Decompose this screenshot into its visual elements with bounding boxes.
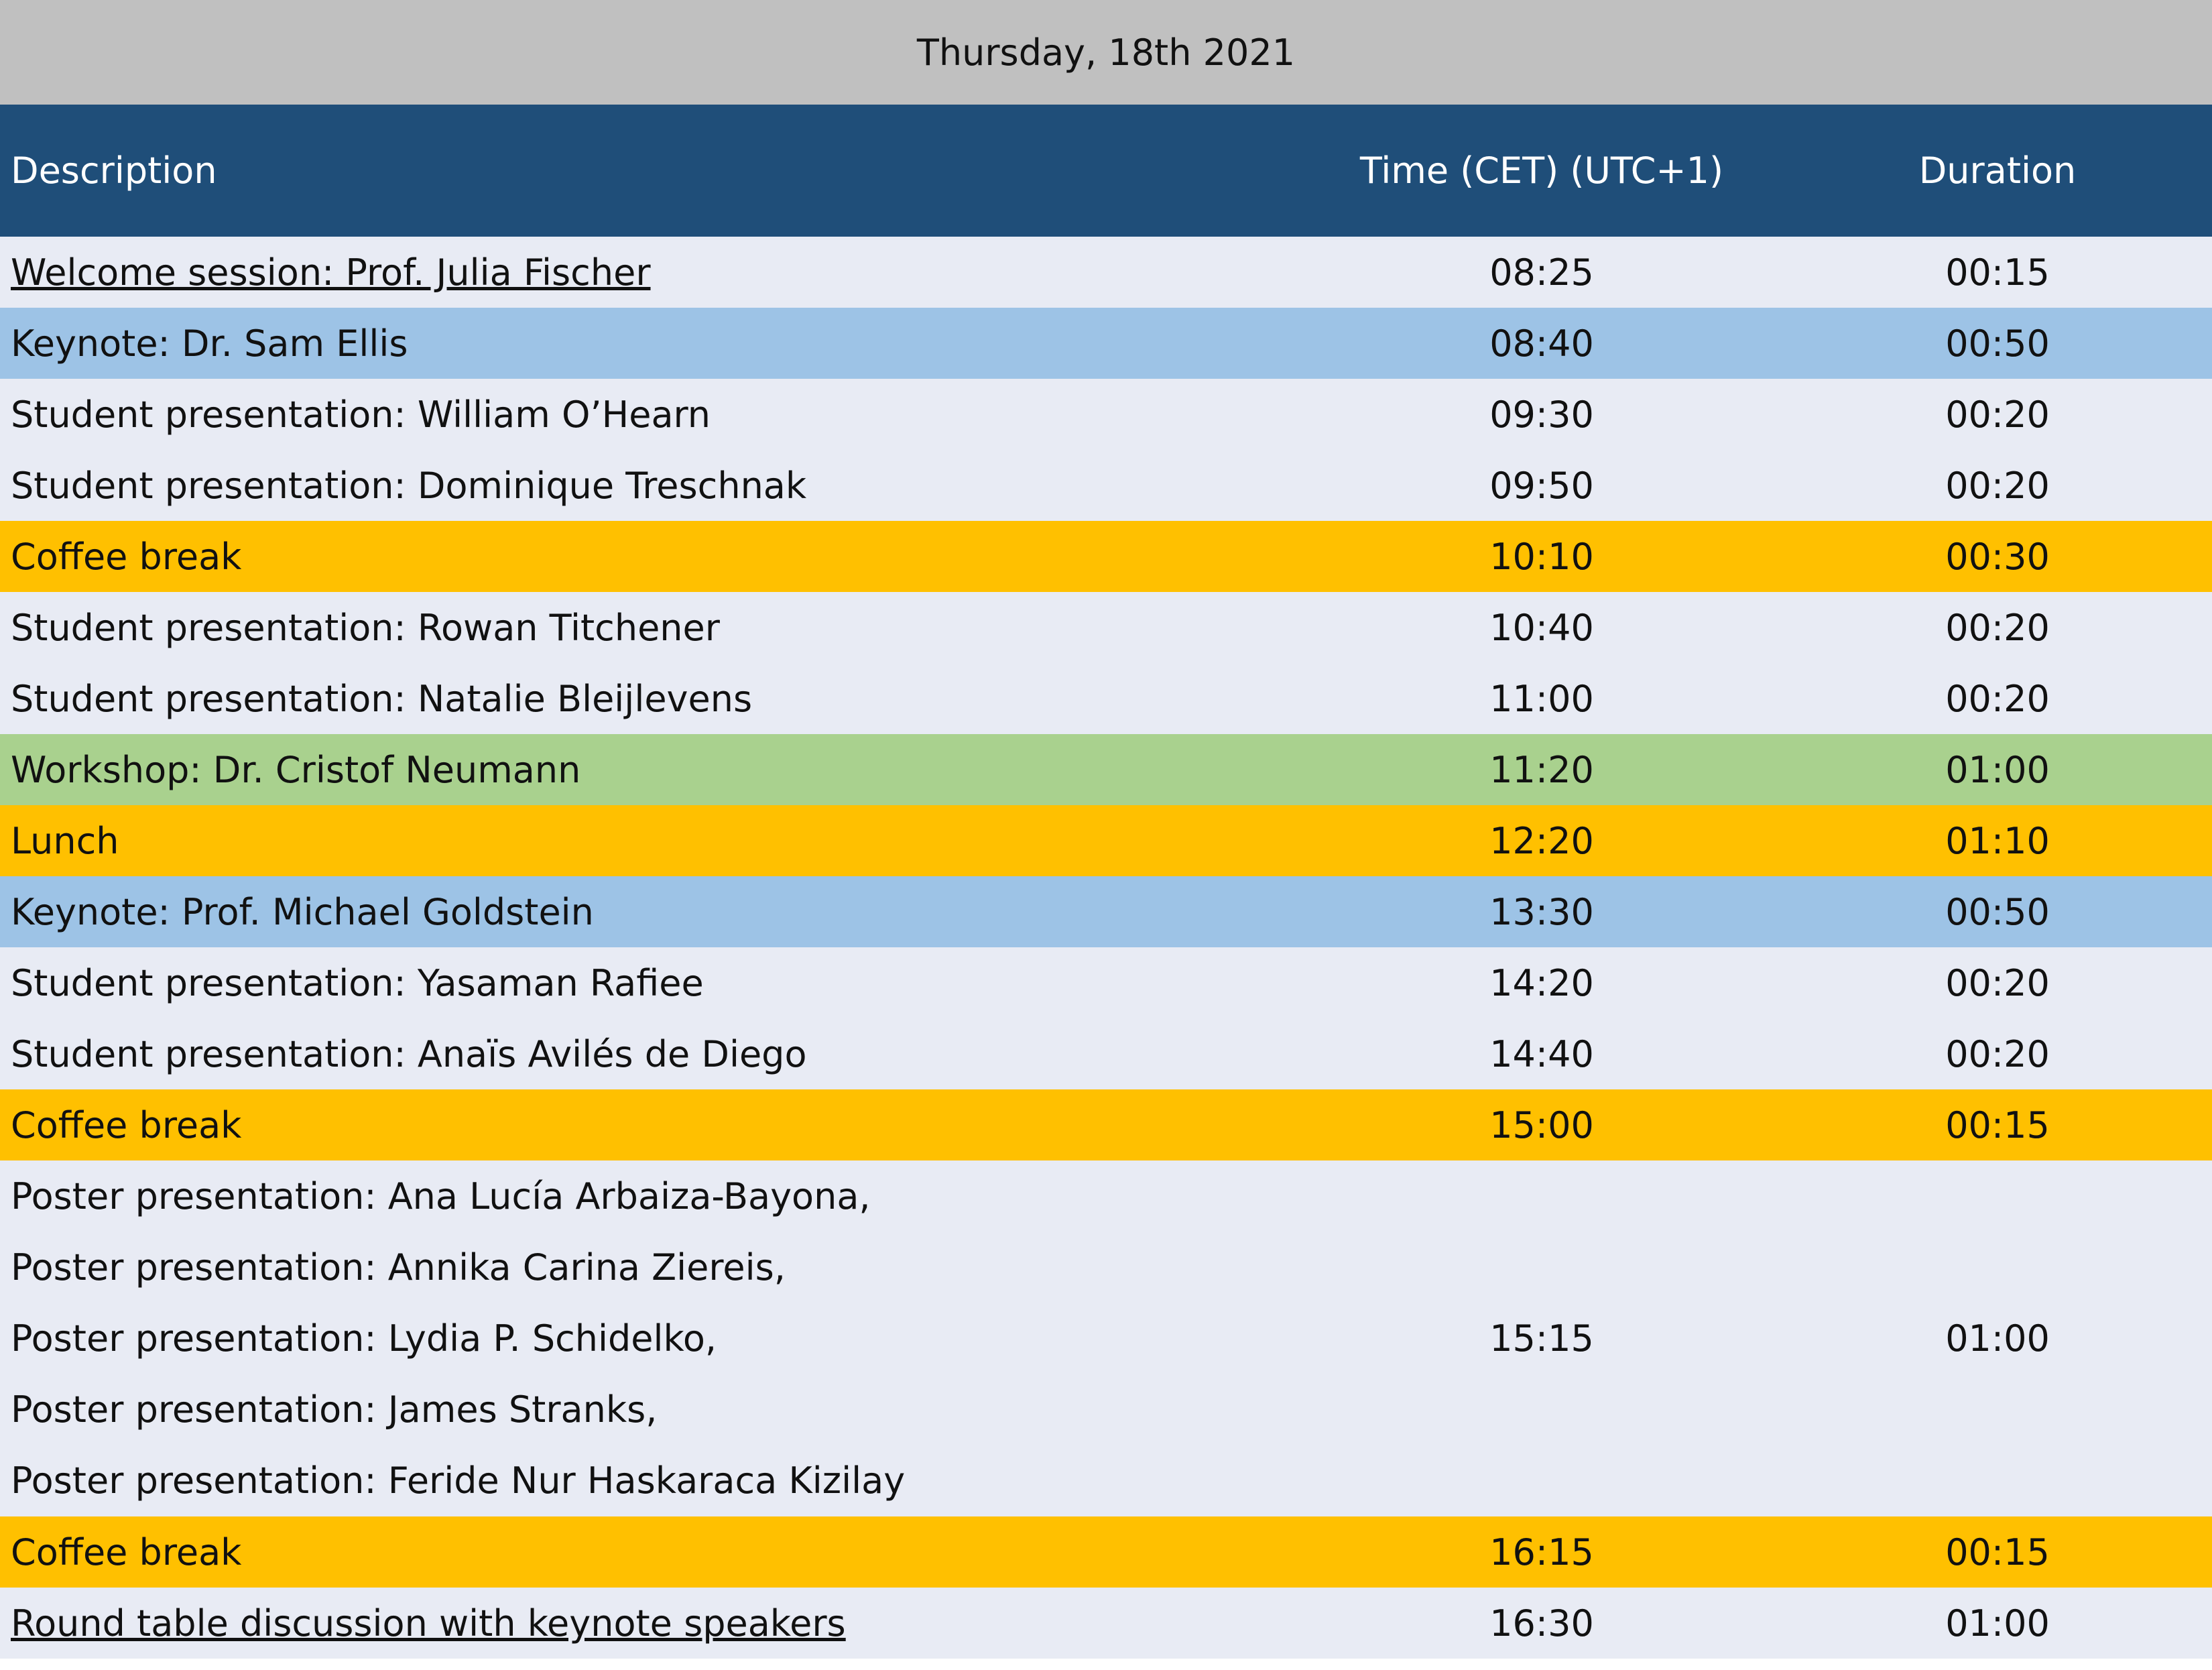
column-header-description: Description xyxy=(11,150,217,192)
row-duration: 00:20 xyxy=(1945,961,2050,1004)
table-row: Workshop: Dr. Cristof Neumann 11:20 01:0… xyxy=(0,734,2212,805)
table-row: Welcome session: Prof. Julia Fischer 08:… xyxy=(0,237,2212,308)
table-row: Keynote: Prof. Michael Goldstein 13:30 0… xyxy=(0,876,2212,947)
row-time: 08:25 xyxy=(1489,251,1594,294)
row-duration: 00:50 xyxy=(1945,890,2050,933)
row-duration: 00:50 xyxy=(1945,322,2050,365)
row-duration: 00:15 xyxy=(1945,1104,2050,1146)
table-header: Description Time (CET) (UTC+1) Duration xyxy=(0,105,2212,237)
row-description: Student presentation: Natalie Bleijleven… xyxy=(11,677,753,720)
table-row: Student presentation: Yasaman Rafiee 14:… xyxy=(0,947,2212,1018)
row-time: 15:15 xyxy=(1489,1317,1594,1360)
row-time: 16:15 xyxy=(1489,1531,1594,1573)
row-time: 12:20 xyxy=(1489,819,1594,862)
round-table-link[interactable]: Round table discussion with keynote spea… xyxy=(11,1602,846,1645)
row-duration: 01:00 xyxy=(1945,748,2050,791)
row-time: 09:30 xyxy=(1489,393,1594,436)
table-row: Student presentation: Rowan Titchener 10… xyxy=(0,592,2212,663)
row-duration: 00:20 xyxy=(1945,1032,2050,1075)
table-row: Student presentation: Anaïs Avilés de Di… xyxy=(0,1018,2212,1089)
row-description: Keynote: Prof. Michael Goldstein xyxy=(11,890,594,933)
column-header-time: Time (CET) (UTC+1) xyxy=(1359,150,1724,192)
welcome-session-link[interactable]: Welcome session: Prof. Julia Fischer xyxy=(11,251,651,294)
table-row: Coffee break 10:10 00:30 xyxy=(0,521,2212,592)
row-description: Student presentation: Yasaman Rafiee xyxy=(11,961,704,1004)
row-description: Coffee break xyxy=(11,1104,242,1146)
column-header-duration: Duration xyxy=(1918,150,2077,192)
row-time: 11:00 xyxy=(1489,677,1594,720)
row-time: 14:20 xyxy=(1489,961,1594,1004)
row-time: 10:40 xyxy=(1489,606,1594,649)
row-time: 15:00 xyxy=(1489,1104,1594,1146)
table-row: Round table discussion with keynote spea… xyxy=(0,1588,2212,1659)
row-duration: 00:20 xyxy=(1945,464,2050,507)
table-row: Keynote: Dr. Sam Ellis 08:40 00:50 xyxy=(0,308,2212,379)
row-description: Workshop: Dr. Cristof Neumann xyxy=(11,748,581,791)
poster-item: Poster presentation: Ana Lucía Arbaiza-B… xyxy=(11,1175,871,1217)
poster-item: Poster presentation: Annika Carina Ziere… xyxy=(11,1246,786,1289)
table-row: Student presentation: William O’Hearn 09… xyxy=(0,379,2212,450)
row-duration: 00:20 xyxy=(1945,393,2050,436)
row-duration: 01:00 xyxy=(1945,1317,2050,1360)
row-time: 16:30 xyxy=(1489,1602,1594,1645)
row-time: 09:50 xyxy=(1489,464,1594,507)
poster-item: Poster presentation: Feride Nur Haskarac… xyxy=(11,1459,906,1502)
row-duration: 01:00 xyxy=(1945,1602,2050,1645)
row-description: Keynote: Dr. Sam Ellis xyxy=(11,322,408,365)
table-row-posters: Poster presentation: Ana Lucía Arbaiza-B… xyxy=(0,1160,2212,1516)
poster-list: Poster presentation: Ana Lucía Arbaiza-B… xyxy=(0,1161,1300,1516)
date-title: Thursday, 18th 2021 xyxy=(0,0,2212,105)
row-duration: 00:20 xyxy=(1945,677,2050,720)
row-description: Student presentation: William O’Hearn xyxy=(11,393,711,436)
page-bottom-margin xyxy=(0,1659,2212,1667)
row-time: 14:40 xyxy=(1489,1032,1594,1075)
table-row: Coffee break 16:15 00:15 xyxy=(0,1516,2212,1588)
row-time: 11:20 xyxy=(1489,748,1594,791)
row-duration: 01:10 xyxy=(1945,819,2050,862)
row-time: 10:10 xyxy=(1489,535,1594,578)
row-duration: 00:30 xyxy=(1945,535,2050,578)
row-description: Coffee break xyxy=(11,1531,242,1573)
row-time: 13:30 xyxy=(1489,890,1594,933)
row-description: Student presentation: Rowan Titchener xyxy=(11,606,720,649)
table-row: Student presentation: Natalie Bleijleven… xyxy=(0,663,2212,734)
row-duration: 00:15 xyxy=(1945,251,2050,294)
row-description: Student presentation: Anaïs Avilés de Di… xyxy=(11,1032,807,1075)
table-row: Student presentation: Dominique Treschna… xyxy=(0,450,2212,521)
row-description: Student presentation: Dominique Treschna… xyxy=(11,464,807,507)
row-description: Coffee break xyxy=(11,535,242,578)
table-row: Coffee break 15:00 00:15 xyxy=(0,1089,2212,1160)
row-description: Lunch xyxy=(11,819,119,862)
poster-item: Poster presentation: Lydia P. Schidelko, xyxy=(11,1317,717,1360)
table-row: Lunch 12:20 01:10 xyxy=(0,805,2212,876)
poster-item: Poster presentation: James Stranks, xyxy=(11,1388,658,1431)
row-duration: 00:15 xyxy=(1945,1531,2050,1573)
row-time: 08:40 xyxy=(1489,322,1594,365)
row-duration: 00:20 xyxy=(1945,606,2050,649)
